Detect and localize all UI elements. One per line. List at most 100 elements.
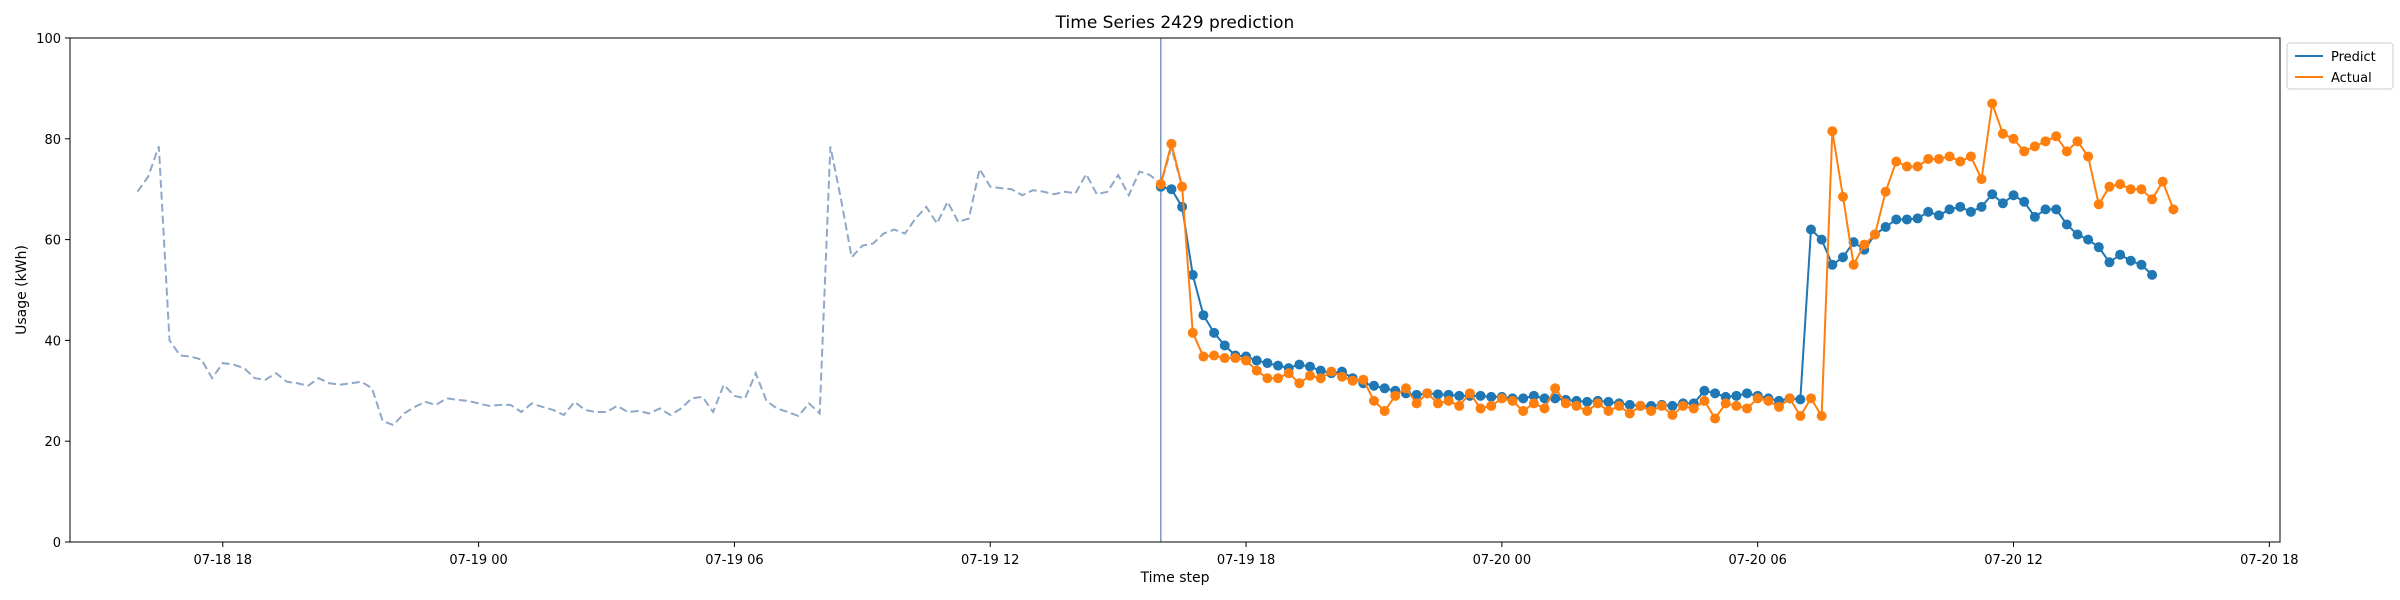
actual-point [1422,388,1433,399]
actual-point [1560,398,1571,409]
actual-point [2125,184,2136,195]
actual-point [1955,156,1966,167]
actual-point [1806,393,1816,404]
predict-point [1315,365,1326,376]
actual-point [1933,153,1944,164]
predict-point [2147,269,2158,280]
actual-point [1571,400,1582,411]
legend-label-predict: Predict [2331,50,2376,65]
predict-point [1475,390,1486,401]
predict-point [1539,393,1550,404]
actual-point [1731,400,1742,411]
actual-point [1997,128,2008,139]
predict-point [1987,189,1998,200]
actual-point [1496,393,1507,404]
predict-point [2115,249,2126,260]
actual-point [1400,383,1411,394]
predict-point [1273,360,1284,371]
actual-point [1454,400,1465,411]
actual-point [2104,181,2115,192]
predict-point [1795,394,1806,405]
actual-point [1944,151,1955,162]
actual-point [2019,146,2030,157]
actual-point [1528,398,1539,409]
predict-point [1550,393,1561,404]
actual-point [1443,395,1454,406]
predict-point [1209,327,1220,338]
x-tick-label: 07-19 18 [1217,553,1275,568]
actual-point [1656,400,1667,411]
actual-point [1486,400,1497,411]
predict-point [1251,355,1262,366]
actual-point [2061,146,2072,157]
actual-point [1688,403,1699,414]
x-tick-label: 07-20 12 [1984,553,2042,568]
predict-point [1955,201,1966,212]
actual-point [1880,186,1891,197]
actual-point [1241,355,1252,366]
predict-point [1806,224,1816,235]
actual-point [1667,409,1678,420]
predict-point [1187,269,1198,280]
actual-point [1582,405,1593,416]
actual-point [1283,368,1294,379]
actual-point [1209,350,1220,361]
actual-point [1624,408,1635,419]
predict-point [1294,359,1305,370]
actual-point [1368,395,1379,406]
actual-point [1166,138,1177,149]
actual-point [1379,405,1390,416]
predict-point [1933,210,1944,221]
actual-point [1187,327,1198,338]
actual-point [1518,405,1529,416]
actual-point [1901,161,1912,172]
predict-point [1731,390,1742,401]
predict-point [1891,214,1902,225]
predict-point [1219,340,1230,351]
predict-point [1710,388,1721,399]
actual-point [1273,373,1284,384]
actual-point [1347,375,1358,386]
predict-point [1742,388,1753,399]
predict-point [1262,358,1273,369]
actual-point [1848,259,1859,270]
actual-point [1965,151,1976,162]
predict-series-line [1160,185,2153,407]
predict-point [2019,196,2030,207]
predict-point [1997,198,2008,209]
y-tick-label: 80 [44,133,61,148]
actual-point [1976,174,1987,185]
actual-point [2083,151,2094,162]
predict-point [1177,201,1188,212]
actual-point [1432,398,1443,409]
predict-point [1901,214,1912,225]
actual-point [2029,141,2040,152]
legend-label-actual: Actual [2331,71,2372,86]
actual-point [2093,199,2104,210]
x-tick-label: 07-20 18 [2240,553,2298,568]
predict-point [1411,389,1422,400]
actual-point [1784,393,1795,404]
predict-point [2061,219,2072,230]
actual-point [1859,239,1870,250]
actual-point [2136,184,2147,195]
predict-point [2093,242,2104,253]
predict-point [1368,380,1379,391]
actual-point [1219,353,1230,364]
predict-point [2083,234,2094,245]
history-line [136,144,1184,427]
x-tick-label: 07-20 06 [1728,553,1786,568]
actual-point [1592,398,1603,409]
predict-point [1305,361,1316,372]
predict-point [2072,229,2083,240]
predict-point [1880,222,1891,232]
chart-title: Time Series 2429 prediction [1055,13,1295,33]
actual-point [1390,390,1401,401]
y-tick-label: 100 [36,32,61,47]
actual-point [1262,373,1273,384]
predict-point [1432,389,1443,400]
x-tick-label: 07-19 06 [705,553,763,568]
actual-point [1891,156,1902,167]
predict-point [1816,234,1827,245]
